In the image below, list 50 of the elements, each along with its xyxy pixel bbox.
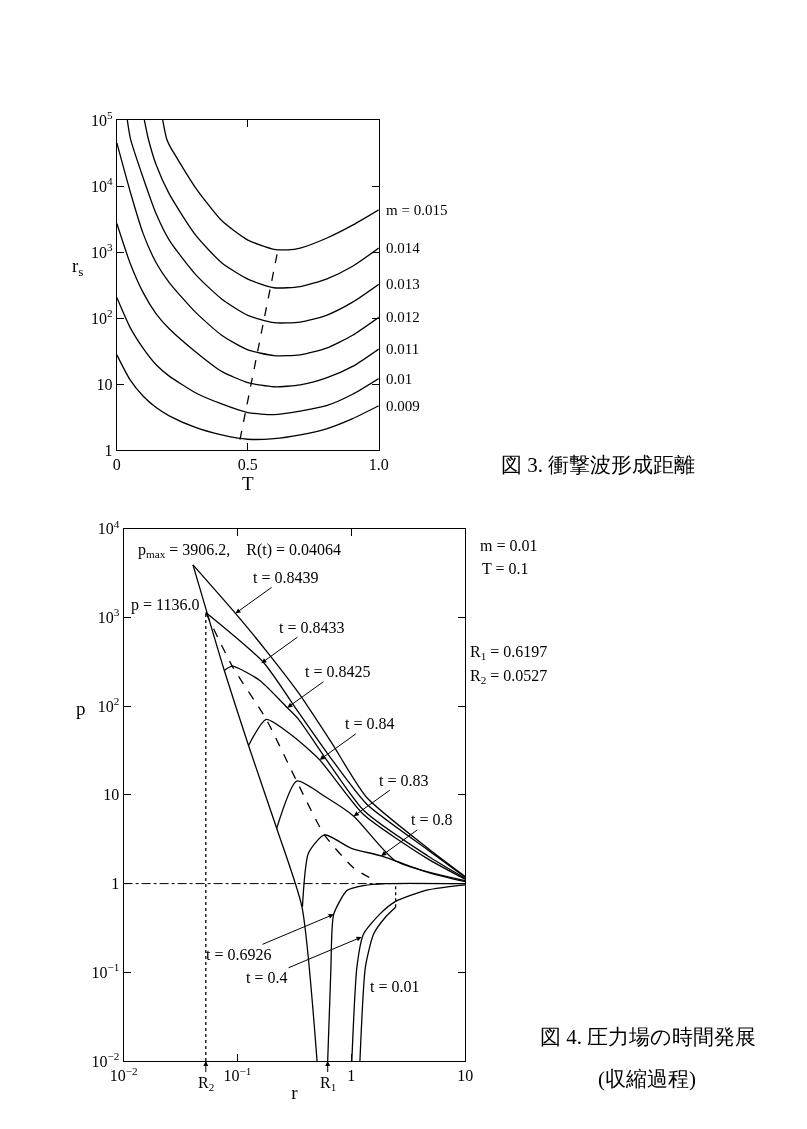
text: R$_{1}$ = 0.6197	[470, 643, 548, 663]
y-tick-label: 1	[111, 875, 120, 893]
y-tick-label: 10$^{−2}$	[91, 1049, 120, 1070]
annotation: t = 0.83	[379, 772, 429, 789]
x-tick-label: 10	[457, 1067, 474, 1085]
y-tick-label: 10$^{4}$	[90, 174, 113, 195]
x-axis-title: r	[291, 1082, 299, 1104]
annotation: t = 0.84	[345, 715, 395, 732]
annotation: t = 0.8433	[279, 619, 345, 636]
annotation: t = 0.8425	[305, 663, 371, 680]
x-tick-label: 10$^{−1}$	[223, 1064, 252, 1085]
text: (収縮過程)	[598, 1067, 696, 1091]
legend-label: 0.012	[386, 309, 420, 325]
series-label: 0.011	[386, 341, 420, 357]
x-tick-label: 1	[347, 1067, 356, 1085]
caption: 図 3. 衝撃波形成距離	[501, 453, 696, 477]
annotation: t = 0.8	[411, 811, 453, 828]
annotation: t = 0.4	[246, 969, 288, 986]
y-tick-label: 10$^{−1}$	[91, 961, 120, 981]
legend-label: 0.014	[386, 240, 421, 256]
y-tick-label: 1	[104, 441, 113, 459]
y-tick-label: 10$^{4}$	[97, 517, 120, 538]
x-tick-label: 0	[112, 456, 121, 474]
y-tick-label: 10	[103, 786, 120, 804]
y-axis-title: p	[76, 698, 86, 719]
y-tick-label: 10$^{3}$	[90, 240, 113, 261]
annotation: t = 0.01	[370, 978, 420, 995]
series-label: 0.009	[386, 398, 420, 414]
legend-label: 0.01	[386, 371, 413, 387]
text: T = 0.1	[482, 560, 529, 577]
text: R$_{2}$ = 0.0527	[470, 667, 548, 687]
annotation: t = 0.6926	[206, 946, 272, 963]
x-tick-label: 1.0	[368, 456, 389, 474]
y-tick-label: 10$^{2}$	[90, 306, 113, 327]
y-tick-label: 10$^{3}$	[97, 606, 120, 626]
text: m = 0.01	[480, 537, 538, 554]
y-tick-label: 10$^{5}$	[90, 108, 113, 129]
annotation: R$_{1}$	[320, 1074, 337, 1094]
y-axis-title: r$_{s}$	[72, 255, 84, 279]
series-label: m = 0.015	[386, 202, 448, 218]
series-label: 0.013	[386, 276, 420, 292]
y-tick-label: 10	[96, 375, 113, 393]
annotation: R$_{2}$	[198, 1074, 215, 1094]
annotation: p$_{max}$ = 3906.2, R(t) = 0.04064	[138, 541, 342, 561]
x-tick-label: 0.5	[237, 456, 258, 474]
annotation: p = 1136.0	[131, 596, 200, 614]
caption: 図 4. 圧力場の時間発展	[540, 1025, 757, 1049]
annotation: t = 0.8439	[253, 569, 319, 586]
x-axis-title: T	[242, 473, 255, 495]
y-tick-label: 10$^{2}$	[97, 695, 120, 715]
